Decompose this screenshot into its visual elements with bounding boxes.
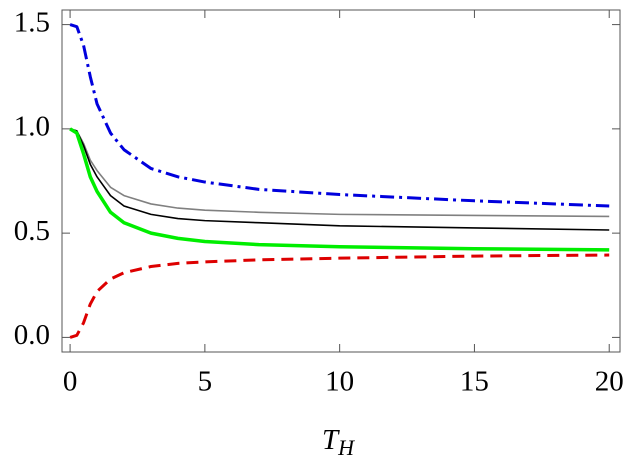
- series-line: [69, 253, 610, 339]
- x-tick-label: 10: [325, 366, 354, 398]
- x-tick-label: 15: [460, 366, 489, 398]
- x-axis-label-main: T: [322, 424, 340, 456]
- y-tick-label: 1.0: [14, 111, 50, 143]
- y-tick-label: 1.5: [14, 6, 50, 38]
- series-line: [69, 128, 610, 231]
- x-axis-label-sub: H: [337, 435, 355, 460]
- x-tick-label: 20: [595, 366, 624, 398]
- series-line: [69, 23, 610, 208]
- series-line: [69, 127, 610, 252]
- plot-frame: [61, 9, 621, 353]
- x-axis-label: TH: [322, 424, 355, 460]
- y-tick-label: 0.0: [14, 319, 50, 351]
- y-tick-label: 0.5: [14, 215, 50, 247]
- series-line: [69, 128, 610, 218]
- x-tick-label: 0: [63, 366, 78, 398]
- x-tick-label: 5: [198, 366, 213, 398]
